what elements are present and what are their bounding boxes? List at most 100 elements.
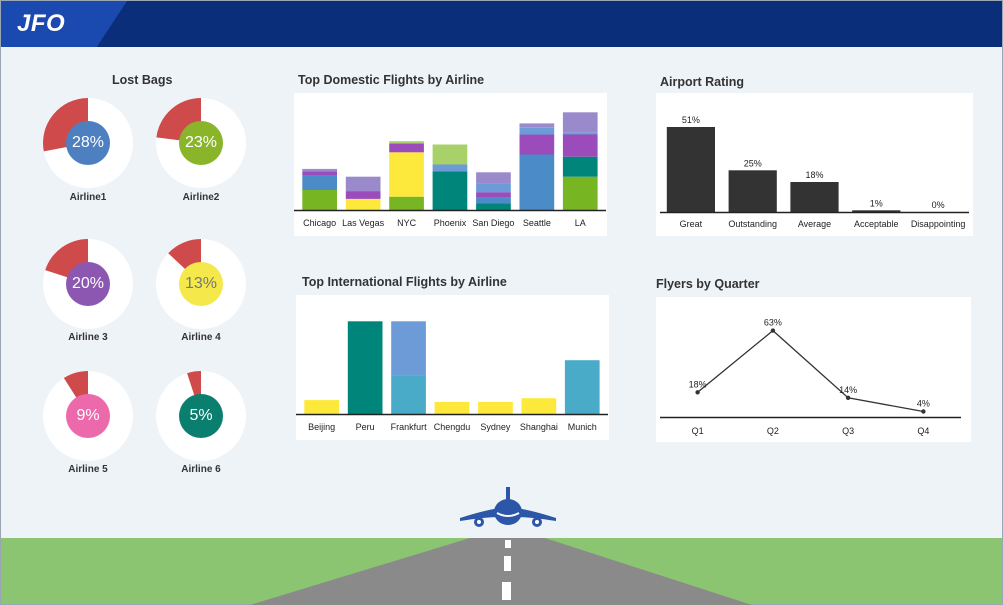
donut-percentage: 28% (71, 134, 105, 151)
series-line (697, 329, 924, 413)
quarter-chart-title: Flyers by Quarter (656, 277, 760, 291)
bar-segment (391, 321, 426, 376)
bar-value-label: 25% (744, 158, 762, 168)
x-tick-label: Peru (356, 422, 375, 432)
donut-svg (43, 371, 133, 461)
bar-segment (389, 141, 424, 144)
donut-percentage: 20% (71, 275, 105, 292)
donut-label: Airline 6 (181, 464, 221, 475)
bar-segment (302, 175, 337, 190)
donut-center (179, 121, 223, 165)
donut-label: Airline1 (69, 192, 107, 203)
bar-segment (476, 203, 511, 210)
rating-bar (728, 170, 777, 212)
bar-value-label: 18% (805, 170, 823, 180)
donut-center (66, 121, 110, 165)
lost-bags-donut: 28% (43, 98, 133, 188)
bar-value-label: 51% (682, 115, 700, 125)
x-tick-label: Average (798, 219, 831, 229)
x-tick-label: Acceptable (854, 219, 899, 229)
bar-segment (476, 172, 511, 184)
bar-segment (345, 176, 381, 192)
bar-value-label: 0% (932, 200, 945, 210)
donut-label: Airline2 (182, 192, 220, 203)
app-logo[interactable]: JFO (17, 10, 66, 37)
donut-label: Airline 3 (68, 332, 108, 343)
donut-label: Airline 5 (68, 464, 108, 475)
rating-bar (790, 182, 839, 212)
x-tick-label: Shanghai (520, 422, 558, 432)
bar-segment (562, 156, 598, 177)
x-tick-label: Frankfurt (391, 422, 428, 432)
bar-segment (434, 401, 470, 414)
rating-chart: 51% Great 25% Outstanding 18% Average 1% Accept… (660, 115, 969, 229)
bar-segment (562, 176, 598, 210)
bar-segment (302, 190, 337, 210)
domestic-chart: Chicago Las Vegas NYC Phoenix San Diego Seatt… (294, 112, 606, 228)
bar-segment (562, 112, 598, 133)
donut-center (66, 394, 110, 438)
point-value-label: 4% (917, 399, 930, 409)
lost-bags-donut: 9% (43, 371, 133, 461)
x-tick-label: NYC (397, 218, 417, 228)
quarter-chart-panel: 18% Q1 63% Q2 14% Q3 4% Q4 (656, 297, 971, 442)
bar-segment (562, 134, 598, 157)
donut-percentage: 5% (189, 407, 213, 424)
bar-segment (476, 183, 511, 193)
bar-segment (519, 154, 555, 210)
lost-bags-title: Lost Bags (112, 73, 173, 87)
point-value-label: 18% (689, 379, 707, 389)
bar-segment (476, 197, 511, 204)
header-bar: JFO (1, 1, 1002, 47)
x-tick-label: San Diego (472, 218, 514, 228)
x-tick-label: Q2 (767, 426, 779, 436)
x-tick-label: Great (680, 219, 703, 229)
donut-svg (43, 239, 133, 329)
donut-center (179, 262, 223, 306)
x-tick-label: Chicago (303, 218, 336, 228)
bar-segment (564, 360, 600, 414)
domestic-chart-panel: Chicago Las Vegas NYC Phoenix San Diego Seatt… (294, 93, 607, 236)
grass-ground (1, 538, 1002, 604)
bar-segment (389, 143, 424, 153)
lost-bags-donut: 5% (156, 371, 246, 461)
point-value-label: 14% (839, 385, 857, 395)
x-tick-label: LA (575, 218, 586, 228)
donut-percentage: 23% (184, 134, 218, 151)
bar-segment (519, 123, 555, 128)
x-tick-label: Disappointing (911, 219, 966, 229)
x-tick-label: Q1 (692, 426, 704, 436)
bar-segment (519, 134, 555, 155)
x-tick-label: Chengdu (434, 422, 471, 432)
x-tick-label: Q4 (917, 426, 929, 436)
bar-segment (347, 321, 383, 414)
international-chart-panel: Beijing Peru Frankfurt Chengdu Sydney Shangha… (296, 295, 609, 440)
international-chart-title: Top International Flights by Airline (302, 275, 507, 289)
bar-segment (519, 127, 555, 135)
bar-segment (345, 198, 381, 210)
bar-value-label: 1% (870, 198, 883, 208)
x-tick-label: Seattle (523, 218, 551, 228)
donut-svg (156, 98, 246, 188)
x-tick-label: Q3 (842, 426, 854, 436)
domestic-chart-title: Top Domestic Flights by Airline (298, 73, 485, 87)
bar-segment (476, 192, 511, 198)
x-tick-label: Phoenix (434, 218, 467, 228)
x-tick-label: Las Vegas (342, 218, 385, 228)
bar-segment (302, 171, 337, 176)
donut-center (66, 262, 110, 306)
bar-segment (432, 164, 468, 172)
x-tick-label: Outstanding (728, 219, 777, 229)
point-value-label: 63% (764, 318, 782, 328)
line-point (921, 409, 926, 414)
bar-segment (478, 401, 513, 414)
bar-segment (391, 375, 426, 414)
donut-svg (156, 239, 246, 329)
bar-segment (562, 132, 598, 135)
line-point (695, 390, 700, 395)
line-point (845, 395, 851, 400)
quarter-chart: 18% Q1 63% Q2 14% Q3 4% Q4 (660, 318, 961, 436)
donut-center (179, 394, 223, 438)
bar-segment (389, 196, 424, 210)
bar-segment (432, 171, 468, 211)
